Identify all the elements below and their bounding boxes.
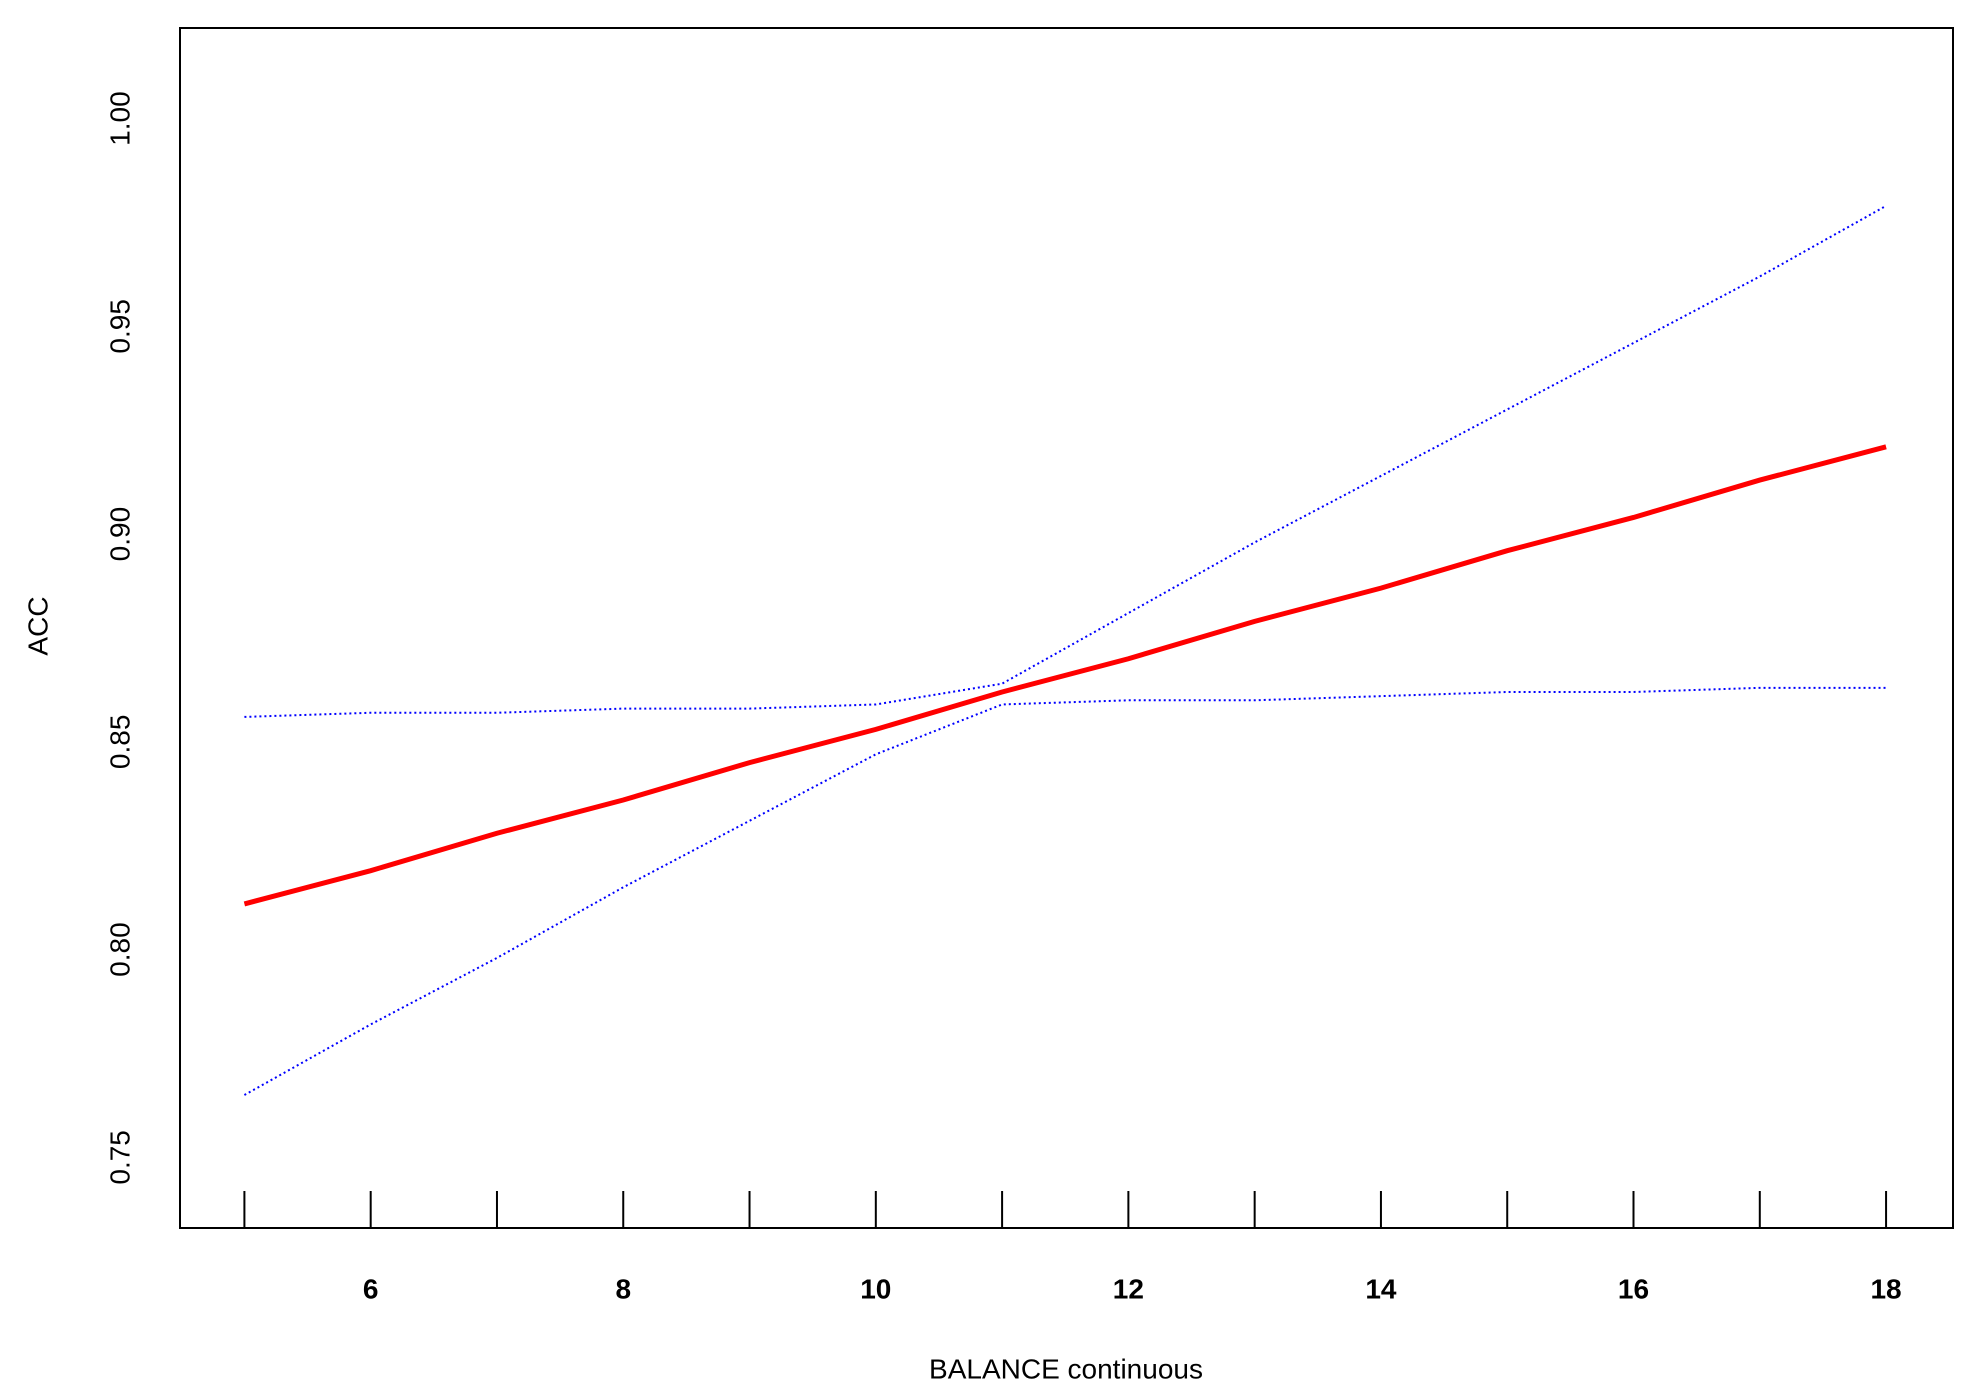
y-tick-label: 0.85 [104,715,135,770]
x-tick-label: 18 [1870,1273,1901,1304]
y-tick-label: 1.00 [104,91,135,146]
y-tick-label: 0.95 [104,299,135,354]
x-tick-label: 12 [1113,1273,1144,1304]
x-tick-label: 8 [615,1273,631,1304]
x-tick-label: 10 [860,1273,891,1304]
x-tick-label: 14 [1365,1273,1397,1304]
series-line [243,686,1887,1096]
x-tick-label: 6 [363,1273,379,1304]
series-line [243,444,1887,907]
y-tick-label: 0.75 [104,1130,135,1185]
x-tick-label: 16 [1618,1273,1649,1304]
plot-frame [179,27,1954,1229]
y-tick-label: 0.90 [104,507,135,562]
x-axis-label: BALANCE continuous [929,1353,1203,1384]
y-tick-label: 0.80 [104,922,135,977]
series-line [244,204,1887,718]
y-axis-label: ACC [22,596,53,655]
